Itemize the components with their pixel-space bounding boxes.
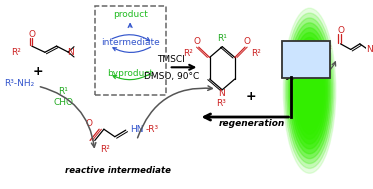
Ellipse shape	[294, 42, 325, 139]
Text: +: +	[32, 65, 43, 78]
Text: CHO: CHO	[53, 98, 73, 107]
Ellipse shape	[293, 37, 326, 144]
Text: R²: R²	[251, 49, 261, 58]
Ellipse shape	[300, 62, 319, 120]
Ellipse shape	[296, 47, 323, 134]
Text: -R³: -R³	[146, 125, 159, 134]
Text: R²: R²	[183, 49, 193, 58]
FancyBboxPatch shape	[282, 41, 330, 78]
Text: O: O	[337, 26, 344, 35]
Text: O: O	[28, 30, 35, 39]
Ellipse shape	[299, 57, 320, 125]
Text: O: O	[243, 37, 250, 46]
Text: DMSO, 90°C: DMSO, 90°C	[144, 72, 199, 81]
Text: byproduct: byproduct	[281, 71, 331, 80]
Text: R³-NH₂: R³-NH₂	[4, 79, 35, 88]
Text: regeneration: regeneration	[218, 119, 285, 128]
Text: R¹: R¹	[217, 34, 227, 43]
Ellipse shape	[286, 18, 333, 163]
Text: TMSCl: TMSCl	[157, 55, 185, 64]
Ellipse shape	[288, 23, 331, 159]
Text: byproduct: byproduct	[107, 69, 153, 78]
Text: N: N	[366, 45, 373, 54]
Ellipse shape	[283, 8, 336, 173]
Text: R²: R²	[100, 145, 110, 154]
Text: R³: R³	[216, 99, 226, 108]
Text: +: +	[246, 90, 257, 103]
Bar	[95, 6, 166, 94]
Text: R¹: R¹	[58, 87, 68, 96]
Text: R²: R²	[11, 48, 21, 57]
Text: product: product	[113, 10, 148, 19]
Text: R²: R²	[322, 45, 332, 54]
Text: intermediate: intermediate	[101, 38, 160, 47]
Ellipse shape	[285, 13, 334, 168]
Text: N: N	[218, 89, 225, 98]
Text: O: O	[193, 37, 200, 46]
Text: N: N	[67, 48, 73, 57]
Text: O: O	[86, 119, 93, 128]
Ellipse shape	[297, 52, 322, 129]
Text: HN: HN	[130, 125, 143, 134]
Ellipse shape	[289, 28, 330, 154]
Ellipse shape	[291, 33, 328, 149]
Text: reactive intermediate: reactive intermediate	[65, 166, 171, 175]
Text: R³-NH₂: R³-NH₂	[288, 52, 324, 62]
